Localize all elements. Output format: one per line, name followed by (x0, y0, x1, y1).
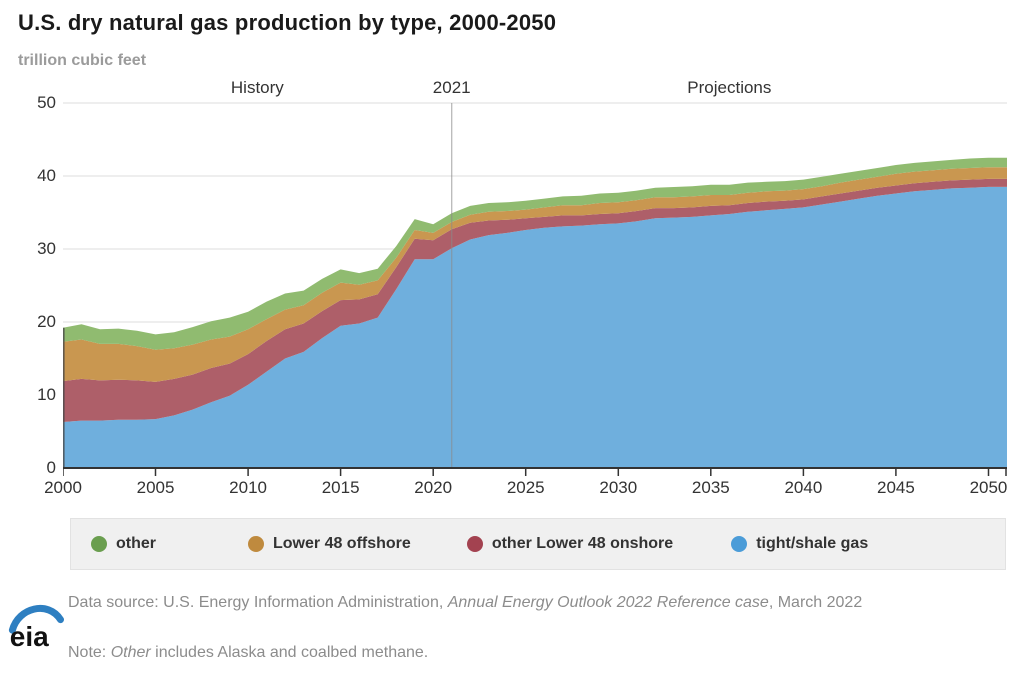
legend-item-other: other (91, 535, 156, 553)
y-tick-label: 30 (37, 239, 56, 258)
y-tick-label: 20 (37, 312, 56, 331)
eia-logo-text: eia (10, 621, 49, 650)
source-prefix: Data source: U.S. Energy Information Adm… (68, 594, 448, 611)
x-tick-label: 2045 (877, 478, 915, 497)
projections-label: Projections (687, 78, 772, 97)
legend-swatch-lower-48-offshore (248, 536, 264, 552)
divider-year-label: 2021 (432, 78, 471, 97)
x-tick-label: 2005 (136, 478, 175, 497)
x-tick-label: 2020 (414, 478, 453, 497)
legend-item-tight-shale-gas: tight/shale gas (731, 535, 868, 553)
note-text: Note: Other includes Alaska and coalbed … (68, 640, 928, 665)
legend-label: Lower 48 offshore (273, 535, 411, 552)
chart-title: U.S. dry natural gas production by type,… (18, 10, 557, 35)
x-tick-label: 2000 (44, 478, 82, 497)
legend-swatch-other (91, 536, 107, 552)
legend-label: other (116, 535, 156, 552)
x-tick-label: 2010 (229, 478, 267, 497)
legend-item-lower-48-offshore: Lower 48 offshore (248, 535, 411, 553)
source-suffix: , March 2022 (768, 594, 863, 611)
eia-logo: eia (8, 605, 64, 650)
legend-item-other-lower-48-onshore: other Lower 48 onshore (466, 535, 674, 553)
y-tick-label: 40 (37, 166, 56, 185)
x-tick-label: 2050 (969, 478, 1008, 497)
note-prefix: Note: (68, 644, 111, 661)
legend: other Lower 48 offshore other Lower 48 o… (70, 518, 1006, 570)
legend-label: tight/shale gas (756, 535, 869, 552)
note-suffix: includes Alaska and coalbed methane. (150, 644, 429, 661)
x-tick-label: 2040 (784, 478, 823, 497)
stacked-area-chart (63, 102, 1007, 476)
y-tick-label: 0 (46, 458, 56, 477)
x-tick-label: 2030 (599, 478, 638, 497)
chart-units-label: trillion cubic feet (18, 52, 147, 69)
y-tick-label: 50 (37, 93, 56, 112)
legend-swatch-tight-shale-gas (731, 536, 748, 552)
eia-logo-swoosh (8, 605, 64, 634)
x-tick-label: 2015 (321, 478, 360, 497)
x-tick-label: 2025 (506, 478, 545, 497)
source-publication: Annual Energy Outlook 2022 Reference cas… (447, 594, 769, 611)
history-label: History (230, 78, 284, 97)
note-italic: Other (110, 644, 151, 661)
x-tick-label: 2035 (691, 478, 730, 497)
legend-label: other Lower 48 onshore (491, 535, 674, 552)
y-tick-label: 10 (37, 385, 56, 404)
legend-swatch-other-lower-48-onshore (466, 536, 483, 552)
data-source-text: Data source: U.S. Energy Information Adm… (68, 590, 892, 615)
